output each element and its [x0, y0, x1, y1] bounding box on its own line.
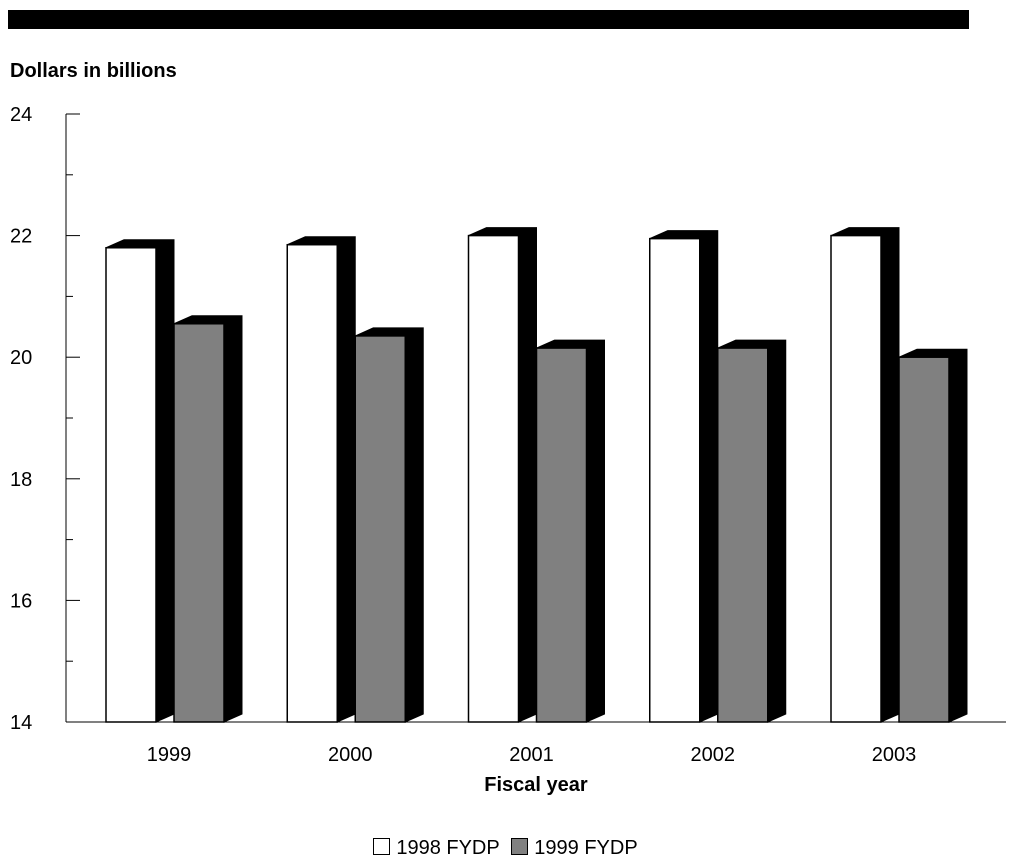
legend-item-1998: 1998 FYDP — [373, 837, 500, 859]
y-tick-label: 20 — [10, 347, 32, 369]
y-tick-label: 14 — [10, 712, 32, 734]
x-tick-label: 1999 — [147, 744, 192, 766]
bar-1998-fydp-1999 — [105, 247, 157, 723]
legend-swatch-1998 — [373, 838, 391, 855]
x-tick-label: 2003 — [872, 744, 917, 766]
bar-chart: 14 16 18 20 22 24 1999 2000 2001 2002 2003 Fiscal y… — [10, 104, 1006, 796]
y-tick-label: 24 — [10, 104, 32, 126]
x-axis-title: Fiscal year — [484, 774, 588, 796]
x-tick-label: 2000 — [328, 744, 373, 766]
x-tick-label: 2002 — [691, 744, 736, 766]
x-tick-label: 2001 — [509, 744, 554, 766]
header-rule — [8, 10, 969, 29]
legend-label-1998: 1998 FYDP — [396, 837, 500, 859]
y-tick-label: 16 — [10, 590, 32, 612]
bar-1999-fydp-2003 — [898, 356, 950, 723]
bar-1998-fydp-2000 — [286, 243, 338, 723]
legend-item-1999: 1999 FYDP — [511, 837, 638, 859]
bar-1998-fydp-2002 — [649, 237, 701, 723]
legend-swatch-1999 — [511, 838, 529, 855]
legend-label-1999: 1999 FYDP — [534, 837, 638, 859]
bar-1998-fydp-2003 — [830, 234, 882, 723]
legend: 1998 FYDP 1999 FYDP — [0, 837, 1011, 859]
y-tick-label: 22 — [10, 226, 32, 248]
bar-1999-fydp-2001 — [535, 347, 588, 723]
bar-1999-fydp-2000 — [354, 335, 406, 723]
y-tick-label: 18 — [10, 469, 32, 491]
y-axis-title: Dollars in billions — [10, 60, 177, 82]
bar-1999-fydp-1999 — [173, 323, 225, 723]
bar-1998-fydp-2001 — [467, 234, 520, 723]
bar-1999-fydp-2002 — [717, 347, 769, 723]
